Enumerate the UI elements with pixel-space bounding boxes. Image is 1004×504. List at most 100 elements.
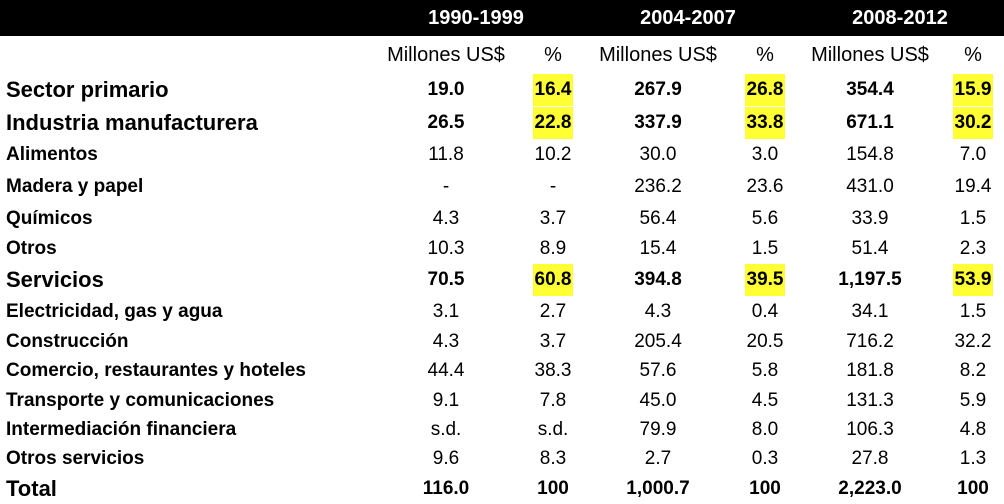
row-label: Otros (6, 238, 57, 259)
cell-value: 106.3 (846, 419, 894, 440)
table-cell: 181.8 (800, 356, 940, 385)
cell-value: 19.4 (954, 176, 992, 197)
cell-value: 337.9 (634, 112, 682, 133)
highlighted-percent: 33.8 (744, 107, 786, 139)
table-cell: 11.8 (376, 140, 516, 170)
row-label: Industria manufacturera (6, 110, 258, 135)
table-cell: 8.0 (730, 415, 800, 444)
highlighted-percent: 30.2 (952, 107, 994, 139)
table-cell: 10.2 (518, 140, 588, 170)
table-cell: 9.6 (376, 444, 516, 473)
cell-value: 8.2 (959, 360, 987, 381)
table-cell: 57.6 (588, 356, 728, 385)
cell-value: 4.3 (432, 208, 460, 229)
highlighted-percent: 16.4 (532, 74, 574, 106)
table-row: Alimentos 11.8 10.2 30.0 3.0 154.8 7.0 (0, 140, 1004, 170)
table-cell: 100 (942, 474, 1004, 504)
cell-value: 32.2 (954, 331, 992, 352)
cell-value: - (549, 176, 557, 197)
cell-value: 4.5 (751, 390, 779, 411)
table-cell: 671.1 (800, 107, 940, 139)
table-cell: 34.1 (800, 297, 940, 326)
table-cell: 20.5 (730, 327, 800, 356)
cell-value: 44.4 (427, 360, 465, 381)
cell-value: 3.1 (432, 301, 460, 322)
table-row: Servicios 70.5 60.8 394.8 39.5 1,197.5 53.9 (0, 264, 1004, 296)
highlighted-percent: 53.9 (952, 264, 994, 296)
table-row: Químicos 4.3 3.7 56.4 5.6 33.9 1.5 (0, 204, 1004, 234)
table-cell: 394.8 (588, 264, 728, 296)
cell-value: 38.3 (534, 360, 572, 381)
highlighted-percent: 60.8 (532, 264, 574, 296)
row-label: Intermediación financiera (6, 419, 237, 440)
cell-value: 354.4 (846, 79, 894, 100)
table-cell: 8.2 (942, 356, 1004, 385)
table-cell: 116.0 (376, 474, 516, 504)
table-cell: 100 (730, 474, 800, 504)
table-row: Intermediación financiera s.d. s.d. 79.9 8.0… (0, 415, 1004, 444)
table-cell: 1.5 (942, 297, 1004, 326)
table-cell: 267.9 (588, 74, 728, 106)
cell-value: 1.5 (959, 301, 987, 322)
cell-value: 15.4 (639, 238, 677, 259)
table-cell: 106.3 (800, 415, 940, 444)
table-cell: s.d. (376, 415, 516, 444)
cell-value: 3.0 (751, 144, 779, 165)
column-header: Millones US$ (599, 44, 717, 66)
column-header: Millones US$ (811, 44, 929, 66)
table-cell: 38.3 (518, 356, 588, 385)
row-label: Alimentos (6, 144, 98, 165)
cell-value: 0.4 (751, 301, 779, 322)
cell-value: 45.0 (639, 390, 677, 411)
table-cell: 7.8 (518, 386, 588, 415)
table-cell: 30.0 (588, 140, 728, 170)
table-cell: 2.7 (518, 297, 588, 326)
cell-value: 1,000.7 (626, 478, 690, 499)
cell-value: 70.5 (427, 269, 465, 290)
cell-value: 267.9 (634, 79, 682, 100)
cell-value: 2,223.0 (838, 478, 902, 499)
table-cell: 354.4 (800, 74, 940, 106)
table-cell: 22.8 (518, 107, 588, 139)
cell-value: 8.9 (539, 238, 567, 259)
cell-value: 100 (537, 478, 569, 499)
row-label: Electricidad, gas y agua (6, 301, 223, 322)
table-row: Transporte y comunicaciones 9.1 7.8 45.0 4.5… (0, 386, 1004, 415)
table-cell: 23.6 (730, 172, 800, 202)
column-header: % (756, 44, 774, 66)
table-cell: 8.3 (518, 444, 588, 473)
table-cell: 100 (518, 474, 588, 504)
table-cell: 32.2 (942, 327, 1004, 356)
table-cell: 4.8 (942, 415, 1004, 444)
table-cell: 30.2 (942, 107, 1004, 139)
table-cell: 431.0 (800, 172, 940, 202)
row-label: Madera y papel (6, 176, 144, 197)
table-cell: 0.4 (730, 297, 800, 326)
table-cell: 33.8 (730, 107, 800, 139)
cell-value: 19.0 (427, 79, 465, 100)
table-cell: 3.1 (376, 297, 516, 326)
table-cell: 8.9 (518, 235, 588, 263)
table-cell: 4.3 (376, 327, 516, 356)
period-header: 1990-1999 (428, 7, 524, 29)
table-cell: 44.4 (376, 356, 516, 385)
cell-value: 236.2 (634, 176, 682, 197)
cell-value: 9.6 (432, 448, 460, 469)
table-cell: 60.8 (518, 264, 588, 296)
table-row: Madera y papel - - 236.2 23.6 431.0 19.4 (0, 172, 1004, 202)
table-cell: 45.0 (588, 386, 728, 415)
table-cell: 154.8 (800, 140, 940, 170)
table-cell: 3.7 (518, 327, 588, 356)
highlighted-percent: 39.5 (744, 264, 786, 296)
cell-value: 2.3 (959, 238, 987, 259)
table-cell: - (376, 172, 516, 202)
table-cell: 1.3 (942, 444, 1004, 473)
cell-value: 4.3 (432, 331, 460, 352)
cell-value: 10.3 (427, 238, 465, 259)
cell-value: 4.3 (644, 301, 672, 322)
table-cell: 2.3 (942, 235, 1004, 263)
cell-value: 8.0 (751, 419, 779, 440)
cell-value: 0.3 (751, 448, 779, 469)
table-cell: 56.4 (588, 204, 728, 234)
table-cell: 4.3 (588, 297, 728, 326)
